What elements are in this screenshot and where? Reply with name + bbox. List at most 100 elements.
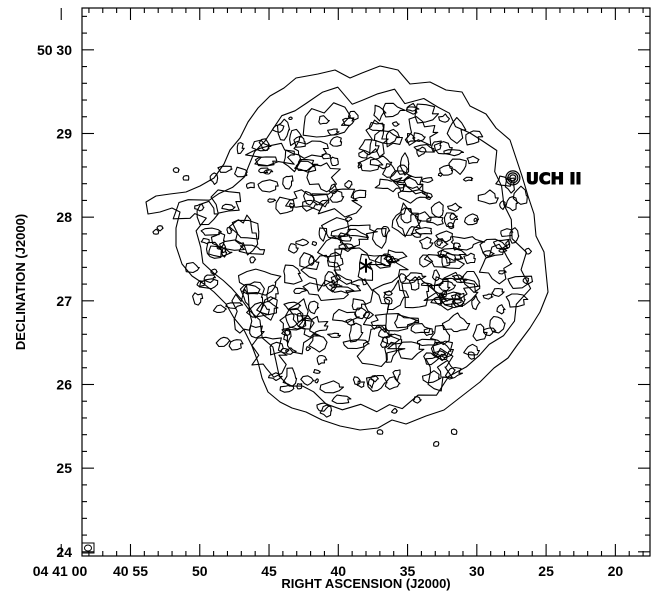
contour-island [351,298,367,311]
contour-island [447,202,463,212]
contour-island [421,177,434,184]
contour-island [258,167,270,174]
contour-island [463,252,476,265]
contour-island [185,261,200,274]
contour-filament [251,336,288,378]
x-tick-label: 40 [331,563,347,579]
x-tick-label: 30 [469,563,485,579]
contour-island [192,292,204,306]
contour-island [246,301,270,318]
axis-ticks [60,8,650,556]
contour-filament [231,214,259,256]
contour-filament [430,277,481,300]
contour-island [496,304,506,315]
contour-island [419,254,434,268]
contour-island [436,240,444,247]
contour-island [491,287,505,297]
contour-filament [239,281,265,319]
contour-island [383,290,393,296]
contour-island [498,270,507,275]
contour-island [276,118,291,141]
contour-island [245,182,255,189]
contour-island [463,213,480,226]
contour-island [194,203,205,212]
contour-island [390,407,398,414]
contour-island [249,256,257,264]
contour-island [384,341,398,363]
x-tick-label: 35 [400,563,416,579]
y-tick-label: 28 [56,209,72,225]
beam-ellipse [84,544,92,552]
contour-lines [145,65,549,447]
contour-filament [285,189,330,212]
contour-island [370,374,379,383]
uchii-label: UCH II [526,169,582,188]
contour-island [489,315,506,334]
contour-island [482,293,494,300]
contour-island [473,217,479,223]
contour-island [282,175,294,190]
contour-filament [397,184,431,204]
contour-island [397,164,409,175]
contour-island [354,307,368,320]
contour-island [305,346,312,352]
contour-island [358,139,380,154]
contour-filament [423,271,479,309]
contour-island [373,130,400,145]
contour-island [433,141,453,155]
contour-island [307,300,320,315]
contour-island [259,296,278,321]
contour-island [215,336,231,348]
contour-filament [302,279,355,302]
contour-island [200,227,222,236]
contour-island [328,183,339,195]
contour-island [495,175,513,187]
contour-island [228,219,260,240]
contour-island [321,153,332,160]
contour-island [382,163,398,178]
uchii-source-ring [505,170,521,186]
uchii-source-ring [509,174,517,182]
contour-island [236,142,245,155]
contour-island [408,276,420,291]
contour-island [386,257,400,264]
contour-filament [405,116,439,146]
contour-island [302,199,319,212]
contour-island [380,336,389,348]
contour-filament [293,140,329,159]
contour-island [314,378,319,384]
contour-island [432,340,454,359]
contour-island [463,343,480,356]
contour-filament [279,313,309,331]
contour-island [281,329,291,337]
contour-island [410,323,432,334]
contour-island [522,277,530,285]
contour-island [369,155,393,170]
contour-island [385,255,394,266]
contour-island [391,121,400,127]
contour-island [217,165,233,173]
contour-filament [425,347,454,392]
contour-island [412,396,422,404]
contour-island [271,124,285,133]
contour-island [342,339,370,350]
contour-island [524,247,533,255]
contour-island [289,128,303,147]
contour-island [203,274,216,284]
contour-outlier [433,440,440,447]
contour-island [357,156,384,172]
y-axis-title: DECLINATION (J2000) [13,214,28,350]
contour-island [435,230,453,243]
beam-box [81,542,95,554]
contour-outlier [156,225,164,232]
contour-island [267,198,277,203]
contour-island [433,276,451,297]
x-tick-label: 50 [192,563,208,579]
contour-outlier [182,175,190,181]
contour-island [449,212,458,221]
contour-island [316,402,330,412]
contour-filament [330,224,378,239]
contour-island [438,113,450,123]
contour-island [505,196,518,212]
axis-tick-labels: 04 41 00 40 55 50 45 40 35 30 25 20 24 25 26 27 28 29 5… [33,42,624,579]
